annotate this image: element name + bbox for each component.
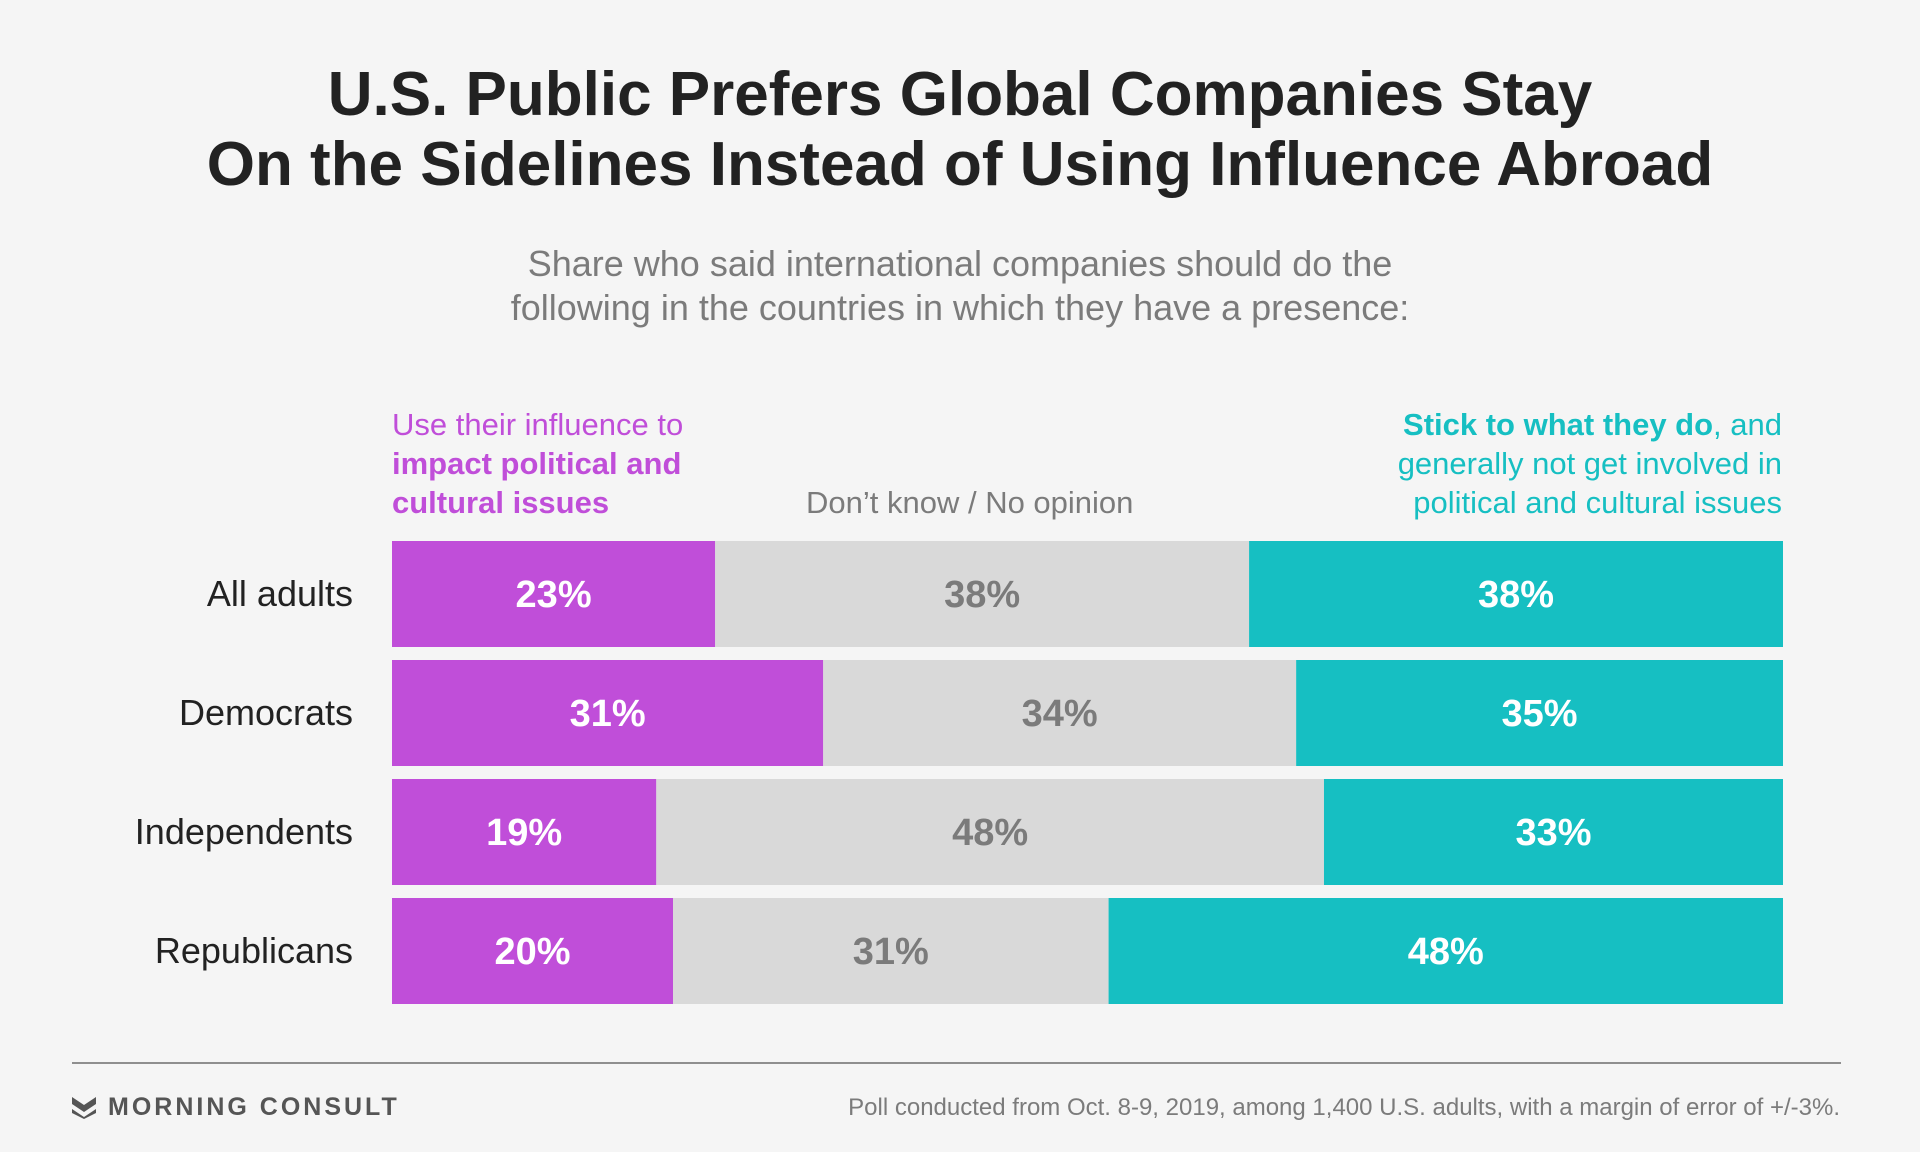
legend-influence-line-2: impact political and — [392, 446, 682, 481]
legend-stick-bold: Stick to what they do — [1403, 407, 1714, 442]
data-label: 20% — [494, 931, 570, 973]
category-label: Independents — [135, 811, 353, 852]
legend-influence: Use their influence to impact political … — [392, 405, 772, 522]
subtitle-line-1: Share who said international companies s… — [527, 243, 1393, 284]
bar-segment-2 — [1108, 898, 1783, 1004]
data-label: 48% — [1408, 931, 1484, 973]
bar-segment-1 — [656, 779, 1324, 885]
legend-stick-line-2: generally not get involved in — [1397, 446, 1782, 481]
data-label: 35% — [1502, 693, 1578, 735]
morning-consult-logo-icon — [72, 1096, 96, 1119]
chart-subtitle: Share who said international companies s… — [0, 242, 1920, 330]
legend-influence-line-1: Use their influence to — [392, 407, 684, 442]
data-label: 19% — [486, 812, 562, 854]
footer-divider — [72, 1062, 1841, 1064]
bar-segment-2 — [1323, 779, 1783, 885]
data-label: 38% — [1478, 574, 1554, 616]
legend-stick-line-3: political and cultural issues — [1413, 485, 1782, 520]
bar-segment-1 — [715, 541, 1250, 647]
bar-segment-0 — [392, 898, 674, 1004]
logo-text: MORNING CONSULT — [108, 1093, 400, 1121]
bar-segment-0 — [392, 541, 716, 647]
subtitle-line-2: following in the countries in which they… — [510, 287, 1410, 328]
legend-stick-line-1: Stick to what they do, and — [1322, 405, 1782, 444]
legend-influence-line-3: cultural issues — [392, 485, 610, 520]
category-label: All adults — [207, 573, 353, 614]
bar-segment-0 — [392, 779, 657, 885]
category-label: Democrats — [179, 692, 353, 733]
morning-consult-logo: MORNING CONSULT — [72, 1093, 400, 1122]
title-line-2: On the Sidelines Instead of Using Influe… — [206, 130, 1714, 199]
bar-segment-2 — [1296, 660, 1783, 766]
title-line-1: U.S. Public Prefers Global Companies Sta… — [327, 60, 1593, 129]
legend-dont-know: Don’t know / No opinion — [806, 485, 1134, 520]
bar-segment-0 — [392, 660, 824, 766]
legend-stick-rest: , and — [1713, 407, 1782, 442]
legend-stick: Stick to what they do, and generally not… — [1322, 405, 1782, 522]
chart-title: U.S. Public Prefers Global Companies Sta… — [0, 60, 1920, 200]
data-label: 48% — [952, 812, 1028, 854]
bar-segment-2 — [1249, 541, 1783, 647]
data-label: 23% — [516, 574, 592, 616]
source-note: Poll conducted from Oct. 8-9, 2019, amon… — [848, 1094, 1840, 1121]
bar-segment-1 — [673, 898, 1109, 1004]
data-label: 31% — [853, 931, 929, 973]
data-label: 38% — [944, 574, 1020, 616]
bar-segment-1 — [823, 660, 1297, 766]
data-label: 31% — [570, 693, 646, 735]
data-label: 33% — [1515, 812, 1591, 854]
data-label: 34% — [1022, 693, 1098, 735]
category-label: Republicans — [155, 930, 353, 971]
